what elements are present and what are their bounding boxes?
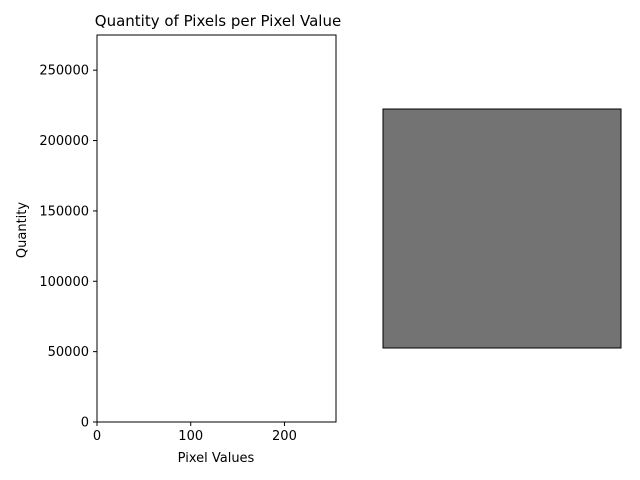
y-tick-label: 200000 [39,134,89,149]
x-tick-label: 0 [93,429,101,444]
y-tick-label: 150000 [39,204,89,219]
y-tick-label: 50000 [48,345,89,360]
y-axis-ticks: 0 50000 100000 150000 200000 250000 [39,64,97,431]
chart-title: Quantity of Pixels per Pixel Value [95,12,341,30]
x-axis-label: Pixel Values [178,451,255,466]
x-axis-ticks: 0 100 200 [93,422,297,444]
y-tick-label: 0 [81,416,89,431]
y-tick-label: 250000 [39,64,89,79]
histogram-panel: Quantity of Pixels per Pixel Value 0 100 2… [15,12,341,466]
y-tick-label: 100000 [39,275,89,290]
x-tick-label: 100 [178,429,203,444]
gray-image-panel [382,108,622,349]
x-tick-label: 200 [272,429,297,444]
y-axis-label: Quantity [15,202,30,258]
plot-area [96,34,337,423]
